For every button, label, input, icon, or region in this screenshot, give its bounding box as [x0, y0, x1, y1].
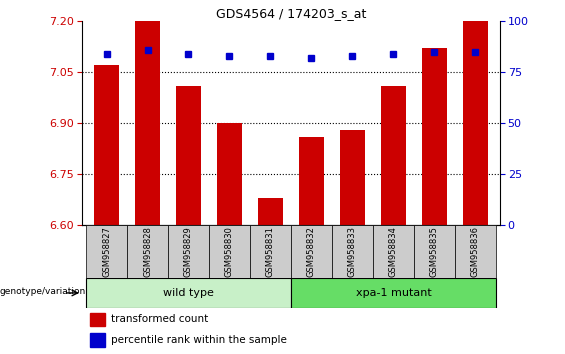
- Bar: [90, 333, 105, 347]
- Text: GSM958834: GSM958834: [389, 226, 398, 277]
- Text: xpa-1 mutant: xpa-1 mutant: [355, 288, 431, 298]
- Text: GSM958829: GSM958829: [184, 226, 193, 277]
- Text: GSM958831: GSM958831: [266, 226, 275, 277]
- Bar: [299, 137, 324, 225]
- Text: GSM958836: GSM958836: [471, 226, 480, 277]
- Text: transformed count: transformed count: [111, 314, 208, 325]
- Bar: [86, 278, 291, 308]
- Bar: [258, 198, 282, 225]
- Bar: [94, 65, 119, 225]
- Bar: [127, 225, 168, 278]
- Bar: [414, 225, 455, 278]
- Bar: [176, 86, 201, 225]
- Text: GSM958830: GSM958830: [225, 226, 234, 277]
- Text: genotype/variation: genotype/variation: [0, 287, 86, 296]
- Bar: [250, 225, 291, 278]
- Title: GDS4564 / 174203_s_at: GDS4564 / 174203_s_at: [216, 7, 366, 20]
- Bar: [340, 130, 365, 225]
- Text: GSM958835: GSM958835: [430, 226, 439, 277]
- Text: GSM958827: GSM958827: [102, 226, 111, 277]
- Bar: [209, 225, 250, 278]
- Bar: [332, 225, 373, 278]
- Text: GSM958828: GSM958828: [143, 226, 152, 277]
- Bar: [217, 123, 242, 225]
- Text: wild type: wild type: [163, 288, 214, 298]
- Bar: [422, 48, 447, 225]
- Bar: [86, 225, 127, 278]
- Bar: [463, 21, 488, 225]
- Bar: [373, 225, 414, 278]
- Bar: [291, 278, 496, 308]
- Bar: [90, 313, 105, 326]
- Text: GSM958832: GSM958832: [307, 226, 316, 277]
- Bar: [455, 225, 496, 278]
- Bar: [135, 21, 160, 225]
- Bar: [291, 225, 332, 278]
- Text: GSM958833: GSM958833: [348, 226, 357, 277]
- Text: percentile rank within the sample: percentile rank within the sample: [111, 335, 287, 345]
- Bar: [168, 225, 209, 278]
- Bar: [381, 86, 406, 225]
